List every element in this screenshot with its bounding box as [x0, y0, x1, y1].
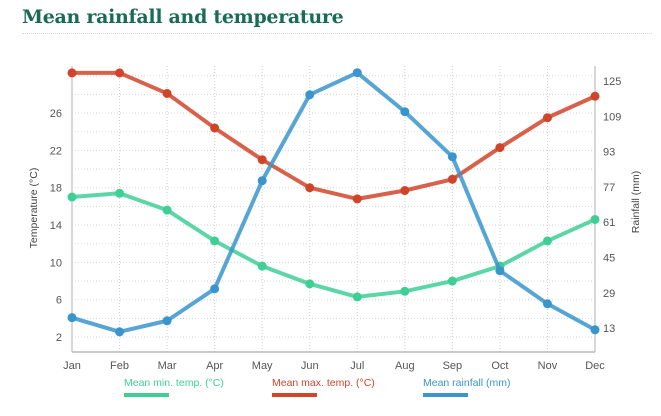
data-point-max-temp[interactable]: [542, 113, 552, 123]
data-point-min-temp[interactable]: [590, 214, 600, 224]
data-point-min-temp[interactable]: [67, 192, 77, 202]
y-right-tick-label: 61: [603, 217, 615, 229]
x-tick-label: Sep: [443, 360, 463, 372]
y-right-tick-label: 93: [603, 147, 615, 159]
y-axis-left-label: Temperature (°C): [28, 168, 40, 249]
legend-swatch: [272, 393, 317, 397]
series-line-rainfall: [70, 70, 597, 334]
legend: Mean min. temp. (°C) Mean max. temp. (°C)…: [124, 377, 511, 397]
data-point-max-temp[interactable]: [305, 183, 315, 193]
data-point-rainfall[interactable]: [352, 68, 362, 78]
y-left-tick-label: 26: [50, 108, 62, 120]
legend-swatch: [423, 393, 468, 397]
series-line-max-temp: [70, 70, 597, 201]
data-point-rainfall[interactable]: [162, 316, 172, 326]
data-point-max-temp[interactable]: [210, 123, 220, 133]
data-point-min-temp[interactable]: [542, 236, 552, 246]
x-tick-label: Jul: [350, 360, 364, 372]
data-point-max-temp[interactable]: [257, 155, 267, 165]
legend-label: Mean min. temp. (°C): [124, 377, 224, 389]
data-point-rainfall[interactable]: [495, 266, 505, 276]
data-point-min-temp[interactable]: [210, 236, 220, 246]
x-tick-label: Aug: [395, 360, 415, 372]
data-point-max-temp[interactable]: [67, 68, 77, 78]
y-left-tick-label: 14: [50, 220, 62, 232]
series-rainfall: [67, 68, 600, 337]
y-left-tick-label: 2: [56, 332, 62, 344]
y-right-tick-label: 13: [603, 323, 615, 335]
legend-item-max-temp[interactable]: Mean max. temp. (°C): [272, 377, 375, 397]
data-point-rainfall[interactable]: [305, 90, 315, 100]
y-right-tick-label: 77: [603, 182, 615, 194]
series-line-min-temp: [70, 191, 597, 299]
data-point-rainfall[interactable]: [542, 299, 552, 309]
y-axis-right-label: Rainfall (mm): [630, 171, 642, 233]
y-left-tick-label: 6: [56, 295, 62, 307]
data-point-min-temp[interactable]: [352, 292, 362, 302]
x-tick-label: Oct: [491, 360, 508, 372]
data-point-max-temp[interactable]: [447, 174, 457, 184]
x-tick-label: Jun: [301, 360, 319, 372]
axes: [71, 66, 596, 353]
series-max-temp: [67, 68, 600, 204]
legend-label: Mean rainfall (mm): [423, 377, 511, 389]
data-point-min-temp[interactable]: [115, 188, 125, 198]
y-right-tick-label: 109: [603, 111, 621, 123]
y-left-tick-label: 10: [50, 257, 62, 269]
y-right-tick-label: 45: [603, 252, 615, 264]
y-left-tick-label: 18: [50, 183, 62, 195]
data-point-rainfall[interactable]: [67, 313, 77, 323]
data-point-max-temp[interactable]: [162, 88, 172, 98]
data-point-max-temp[interactable]: [352, 194, 362, 204]
x-tick-label: Dec: [585, 360, 605, 372]
x-tick-label: Nov: [538, 360, 558, 372]
title-divider: [22, 33, 652, 34]
legend-item-min-temp[interactable]: Mean min. temp. (°C): [124, 377, 224, 397]
data-point-rainfall[interactable]: [115, 327, 125, 337]
legend-swatch: [124, 393, 169, 397]
y-left-tick-label: 22: [50, 145, 62, 157]
data-point-max-temp[interactable]: [590, 91, 600, 101]
data-point-rainfall[interactable]: [400, 107, 410, 117]
data-point-min-temp[interactable]: [305, 279, 315, 289]
data-point-min-temp[interactable]: [447, 276, 457, 286]
series-min-temp: [67, 188, 600, 302]
data-point-rainfall[interactable]: [257, 176, 267, 186]
data-point-max-temp[interactable]: [495, 143, 505, 153]
grid: [72, 66, 595, 352]
data-point-max-temp[interactable]: [400, 186, 410, 196]
data-point-min-temp[interactable]: [162, 205, 172, 215]
y-right-tick-label: 125: [603, 76, 621, 88]
legend-label: Mean max. temp. (°C): [272, 377, 375, 389]
y-right-tick-label: 29: [603, 288, 615, 300]
legend-item-rainfall[interactable]: Mean rainfall (mm): [423, 377, 511, 397]
data-point-min-temp[interactable]: [257, 261, 267, 271]
x-tick-label: Mar: [158, 360, 177, 372]
data-point-rainfall[interactable]: [447, 152, 457, 162]
data-point-min-temp[interactable]: [400, 286, 410, 296]
data-point-rainfall[interactable]: [210, 284, 220, 294]
data-point-max-temp[interactable]: [115, 68, 125, 78]
page-title: Mean rainfall and temperature: [22, 6, 344, 28]
x-tick-label: Jan: [63, 360, 81, 372]
x-tick-label: Apr: [206, 360, 223, 372]
x-tick-label: Feb: [110, 360, 129, 372]
data-point-rainfall[interactable]: [590, 325, 600, 335]
x-tick-label: May: [252, 360, 273, 372]
series-group: [67, 68, 600, 337]
